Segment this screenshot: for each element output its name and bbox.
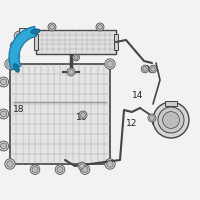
Circle shape xyxy=(80,164,84,168)
Circle shape xyxy=(69,70,73,74)
Ellipse shape xyxy=(14,64,19,72)
Circle shape xyxy=(10,51,20,61)
Text: 12: 12 xyxy=(126,119,138,129)
Circle shape xyxy=(1,111,7,117)
Circle shape xyxy=(141,65,149,73)
Bar xyxy=(34,34,38,50)
Circle shape xyxy=(67,68,75,76)
Bar xyxy=(10,64,110,164)
Circle shape xyxy=(12,53,18,59)
Circle shape xyxy=(74,56,78,60)
Circle shape xyxy=(105,159,115,169)
Circle shape xyxy=(163,112,179,128)
Circle shape xyxy=(105,59,115,69)
Circle shape xyxy=(32,167,38,173)
Circle shape xyxy=(5,159,15,169)
Circle shape xyxy=(96,23,104,31)
Circle shape xyxy=(158,107,184,133)
Text: 16: 16 xyxy=(76,114,88,122)
Circle shape xyxy=(80,165,90,174)
Circle shape xyxy=(16,33,22,39)
Circle shape xyxy=(7,161,13,167)
Circle shape xyxy=(0,141,9,151)
Bar xyxy=(36,30,116,54)
Bar xyxy=(165,101,177,106)
Circle shape xyxy=(7,61,13,67)
Circle shape xyxy=(82,167,88,173)
Circle shape xyxy=(12,43,18,49)
Circle shape xyxy=(81,113,85,117)
Text: 18: 18 xyxy=(13,104,25,114)
Circle shape xyxy=(107,61,113,67)
Circle shape xyxy=(10,41,20,51)
Circle shape xyxy=(73,54,79,61)
Circle shape xyxy=(0,109,9,119)
Circle shape xyxy=(0,77,9,87)
Circle shape xyxy=(1,79,7,85)
Bar xyxy=(114,34,118,50)
Circle shape xyxy=(143,67,147,71)
Ellipse shape xyxy=(31,29,40,34)
Text: 14: 14 xyxy=(132,92,144,100)
Circle shape xyxy=(78,162,86,170)
Circle shape xyxy=(48,23,56,31)
Circle shape xyxy=(57,167,63,173)
Circle shape xyxy=(149,65,157,73)
Circle shape xyxy=(151,67,155,71)
Circle shape xyxy=(50,25,54,29)
Circle shape xyxy=(153,102,189,138)
Circle shape xyxy=(30,165,40,174)
Circle shape xyxy=(107,161,113,167)
Circle shape xyxy=(148,114,156,122)
Circle shape xyxy=(79,111,87,119)
Circle shape xyxy=(150,116,154,120)
Circle shape xyxy=(1,143,7,149)
Bar xyxy=(19,28,26,33)
Polygon shape xyxy=(9,26,36,70)
Circle shape xyxy=(55,165,65,174)
Circle shape xyxy=(14,31,24,41)
Circle shape xyxy=(98,25,102,29)
Circle shape xyxy=(5,59,15,69)
